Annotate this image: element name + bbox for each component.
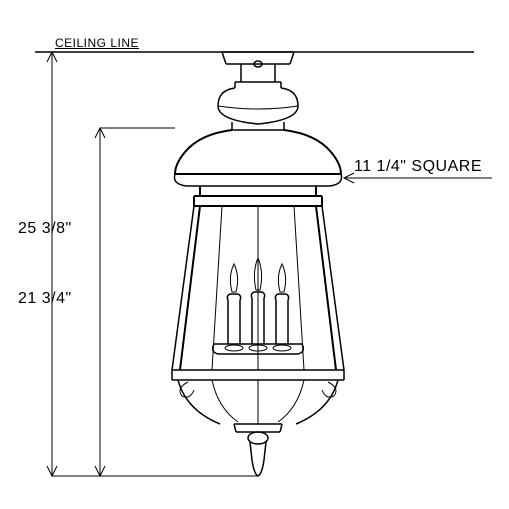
dim-overall-height: [47, 52, 258, 476]
roof-cap: [174, 130, 341, 206]
bottom-finial: [178, 380, 338, 476]
dim-width-label: 11 1/4" SQUARE: [354, 158, 482, 176]
canopy: [218, 52, 298, 130]
dim-lantern-height: [95, 128, 175, 476]
diagram-container: CEILING LINE 25 3/8" 21 3/4" 11 1/4" SQU…: [0, 0, 509, 509]
dim-overall-height-label: 25 3/8": [18, 220, 72, 238]
lantern-drawing: [0, 0, 509, 509]
dim-lantern-height-label: 21 3/4": [18, 290, 72, 308]
ceiling-line-label: CEILING LINE: [55, 36, 139, 50]
